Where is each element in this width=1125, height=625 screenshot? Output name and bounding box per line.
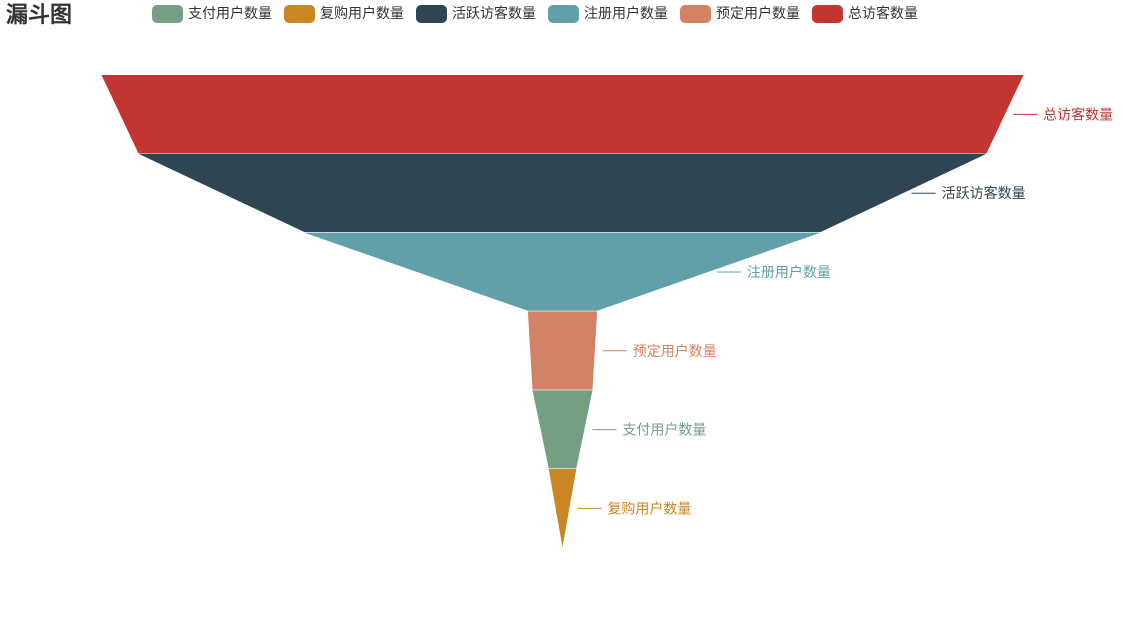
funnel-segment[interactable] xyxy=(304,232,821,311)
legend-swatch xyxy=(680,5,711,23)
chart-title: 漏斗图 xyxy=(6,3,73,28)
segment-label: 注册用户数量 xyxy=(747,264,831,281)
legend-swatch xyxy=(152,5,183,23)
segment-label: 支付用户数量 xyxy=(622,422,706,439)
legend: 支付用户数量 复购用户数量 活跃访客数量 注册用户数量 预定用户数量 总访客数量 xyxy=(152,5,930,23)
legend-item[interactable]: 支付用户数量 xyxy=(152,5,272,23)
funnel-segment[interactable] xyxy=(548,469,577,548)
legend-item[interactable]: 预定用户数量 xyxy=(680,5,800,23)
legend-swatch xyxy=(548,5,579,23)
funnel-segment[interactable] xyxy=(138,153,987,232)
legend-label: 预定用户数量 xyxy=(716,6,800,22)
legend-item[interactable]: 注册用户数量 xyxy=(548,5,668,23)
legend-label: 复购用户数量 xyxy=(320,6,404,22)
legend-label: 总访客数量 xyxy=(848,6,918,22)
funnel-segment[interactable] xyxy=(527,311,598,390)
legend-item[interactable]: 总访客数量 xyxy=(812,5,918,23)
segment-label: 复购用户数量 xyxy=(607,500,691,517)
funnel-segment[interactable] xyxy=(101,75,1024,154)
legend-label: 支付用户数量 xyxy=(188,6,272,22)
funnel-segment[interactable] xyxy=(532,390,593,469)
legend-label: 注册用户数量 xyxy=(584,6,668,22)
segment-label: 活跃访客数量 xyxy=(942,185,1026,202)
legend-item[interactable]: 复购用户数量 xyxy=(284,5,404,23)
segment-label: 预定用户数量 xyxy=(633,343,717,360)
legend-swatch xyxy=(812,5,843,23)
legend-swatch xyxy=(416,5,447,23)
legend-item[interactable]: 活跃访客数量 xyxy=(416,5,536,23)
legend-swatch xyxy=(284,5,315,23)
segment-label: 总访客数量 xyxy=(1043,106,1113,123)
legend-label: 活跃访客数量 xyxy=(452,6,536,22)
